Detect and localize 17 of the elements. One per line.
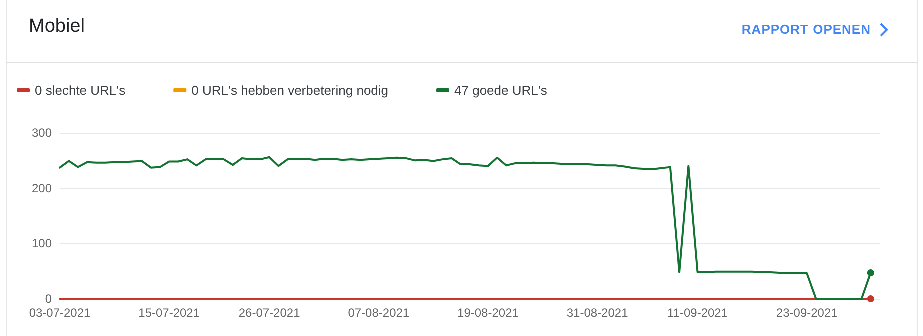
x-tick-label: 26-07-2021 bbox=[238, 306, 301, 320]
legend-label: 47 goede URL's bbox=[454, 83, 548, 98]
x-tick-label: 07-08-2021 bbox=[348, 306, 410, 320]
y-tick-label: 200 bbox=[32, 181, 52, 196]
x-tick-label: 19-08-2021 bbox=[458, 306, 520, 320]
text: RAPPORT OPENEN bbox=[742, 22, 871, 37]
chart-title: Mobiel bbox=[29, 16, 85, 38]
x-tick-label: 15-07-2021 bbox=[138, 306, 200, 320]
y-tick-label: 300 bbox=[32, 126, 52, 140]
legend-label: 0 slechte URL's bbox=[35, 83, 126, 98]
x-tick-label: 31-08-2021 bbox=[566, 306, 629, 320]
x-tick-label: 23-09-2021 bbox=[776, 306, 838, 320]
y-tick-label: 0 bbox=[45, 292, 52, 306]
x-tick-label: 03-07-2021 bbox=[29, 306, 92, 320]
legend-label: 0 URL's hebben verbetering nodig bbox=[192, 83, 389, 98]
x-tick-label: 11-09-2021 bbox=[668, 306, 728, 320]
y-tick-label: 100 bbox=[32, 236, 52, 251]
